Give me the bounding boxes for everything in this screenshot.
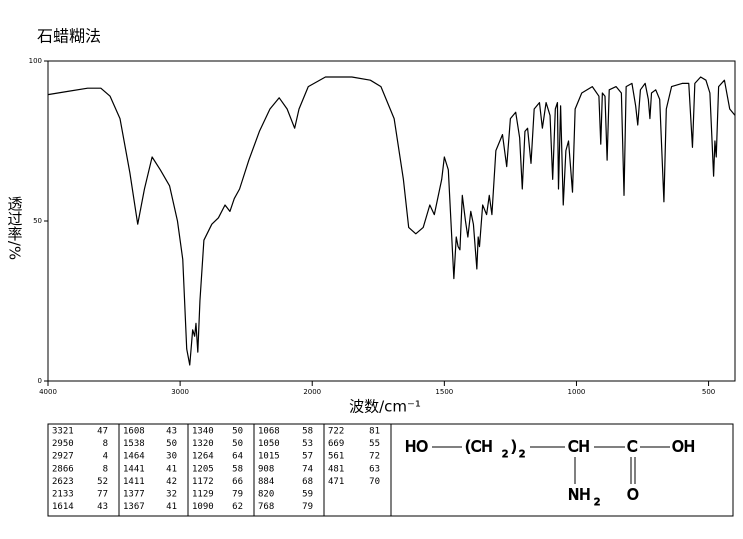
peak-wavenumber: 2927 (52, 452, 74, 462)
x-tick-label: 1500 (435, 388, 453, 396)
x-tick-label: 2000 (303, 388, 321, 396)
peak-transmittance: 32 (166, 490, 177, 500)
peak-wavenumber: 1264 (192, 452, 214, 462)
peak-transmittance: 79 (232, 490, 243, 500)
peak-transmittance: 63 (369, 464, 380, 474)
peak-table: 3321 47 2950 8 2927 4 2866 8 2623 52 2133 77 1614 43 1… (47, 423, 734, 517)
atom: ) (511, 438, 517, 456)
peak-transmittance: 57 (302, 452, 313, 462)
peak-wavenumber: 3321 (52, 427, 74, 437)
spectrum-line (47, 76, 736, 366)
peak-transmittance: 8 (103, 464, 108, 474)
peak-wavenumber: 2133 (52, 490, 74, 500)
peak-wavenumber: 1538 (123, 439, 145, 449)
peak-wavenumber: 884 (258, 477, 274, 487)
atom: CH (568, 438, 590, 456)
peak-wavenumber: 1464 (123, 452, 145, 462)
peak-transmittance: 72 (369, 452, 380, 462)
peak-transmittance: 43 (166, 427, 177, 437)
peak-wavenumber: 1340 (192, 427, 214, 437)
peak-wavenumber: 471 (328, 477, 344, 487)
peak-wavenumber: 768 (258, 502, 274, 512)
y-tick-label: 50 (33, 217, 42, 225)
chart-title: 石蜡糊法 (37, 27, 101, 46)
structure: HO (CH 2 ) 2 CH C OH NH 2 O (405, 437, 696, 509)
peak-wavenumber: 2623 (52, 477, 74, 487)
peak-transmittance: 58 (232, 464, 243, 474)
atom: O (627, 486, 639, 504)
peak-wavenumber: 669 (328, 439, 344, 449)
subscript: 2 (519, 449, 525, 460)
peak-wavenumber: 1614 (52, 502, 74, 512)
peak-wavenumber: 1441 (123, 464, 145, 474)
peak-transmittance: 77 (97, 490, 108, 500)
peak-transmittance: 30 (166, 452, 177, 462)
peak-wavenumber: 722 (328, 427, 344, 437)
peak-transmittance: 41 (166, 464, 177, 474)
peak-wavenumber: 1367 (123, 502, 145, 512)
atom: NH (568, 486, 591, 504)
peak-transmittance: 59 (302, 490, 313, 500)
y-tick-label: 0 (38, 377, 42, 385)
peak-wavenumber: 2950 (52, 439, 74, 449)
peak-transmittance: 8 (103, 439, 108, 449)
x-tick-label: 500 (702, 388, 715, 396)
peak-wavenumber: 561 (328, 452, 344, 462)
peak-transmittance: 52 (97, 477, 108, 487)
atom: (CH (465, 438, 493, 456)
peak-wavenumber: 1205 (192, 464, 214, 474)
peak-wavenumber: 481 (328, 464, 344, 474)
peak-transmittance: 64 (232, 452, 243, 462)
plot-frame (47, 60, 736, 382)
peak-wavenumber: 1608 (123, 427, 145, 437)
peak-wavenumber: 1411 (123, 477, 145, 487)
peak-transmittance: 74 (302, 464, 313, 474)
peak-transmittance: 43 (97, 502, 108, 512)
peak-transmittance: 68 (302, 477, 313, 487)
peak-transmittance: 55 (369, 439, 380, 449)
peak-wavenumber: 820 (258, 490, 274, 500)
peak-transmittance: 79 (302, 502, 313, 512)
peak-wavenumber: 1377 (123, 490, 145, 500)
peak-wavenumber: 1320 (192, 439, 214, 449)
peak-wavenumber: 1050 (258, 439, 280, 449)
y-axis-label: 透过率/% (6, 196, 24, 260)
peak-wavenumber: 1068 (258, 427, 280, 437)
peak-transmittance: 50 (166, 439, 177, 449)
peak-transmittance: 42 (166, 477, 177, 487)
peak-wavenumber: 1090 (192, 502, 214, 512)
peak-wavenumber: 1129 (192, 490, 214, 500)
y-tick-label: 100 (29, 57, 42, 65)
peak-transmittance: 41 (166, 502, 177, 512)
x-axis-label: 波数/cm⁻¹ (349, 398, 421, 416)
subscript: 2 (502, 449, 508, 460)
subscript: 2 (594, 497, 600, 508)
peak-transmittance: 50 (232, 427, 243, 437)
atom: C (627, 438, 637, 456)
peak-transmittance: 70 (369, 477, 380, 487)
x-tick-label: 4000 (39, 388, 57, 396)
atom: OH (672, 438, 695, 456)
peak-transmittance: 81 (369, 427, 380, 437)
peak-transmittance: 47 (97, 427, 108, 437)
peak-transmittance: 62 (232, 502, 243, 512)
peak-wavenumber: 2866 (52, 464, 74, 474)
peak-transmittance: 66 (232, 477, 243, 487)
peak-wavenumber: 1172 (192, 477, 214, 487)
peak-wavenumber: 908 (258, 464, 274, 474)
x-tick-label: 1000 (568, 388, 586, 396)
x-tick-label: 3000 (171, 388, 189, 396)
atom: HO (405, 438, 428, 456)
peak-transmittance: 53 (302, 439, 313, 449)
peak-transmittance: 58 (302, 427, 313, 437)
peak-wavenumber: 1015 (258, 452, 280, 462)
peak-transmittance: 4 (103, 452, 108, 462)
peak-transmittance: 50 (232, 439, 243, 449)
